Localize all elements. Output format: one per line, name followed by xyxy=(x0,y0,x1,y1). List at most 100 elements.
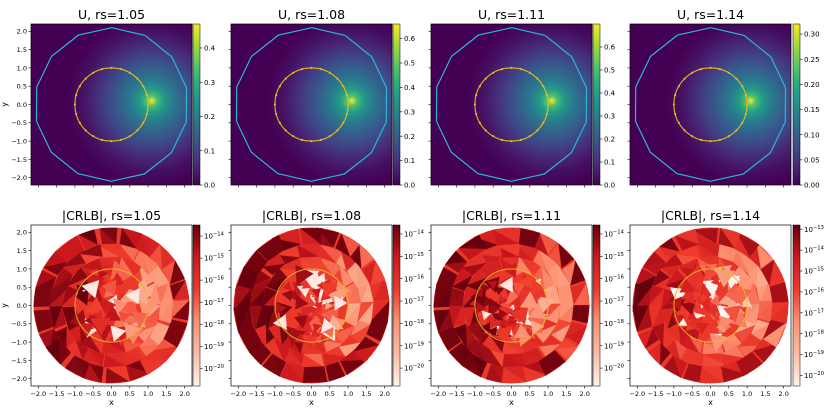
colorbar-tick-base: 10 xyxy=(404,298,413,306)
crlb-triangle xyxy=(636,305,653,333)
crlb-triangle xyxy=(296,244,319,258)
crlb-triangle xyxy=(521,347,545,359)
subplot: |CRLB|, rs=1.1110−1410−1510−1610−1710−18… xyxy=(428,208,625,407)
colorbar-tick-label: 0.3 xyxy=(204,79,215,87)
colorbar-tick-exponent: −16 xyxy=(213,276,224,282)
inner-circle-marker xyxy=(345,112,348,116)
subplot-title: |CRLB|, rs=1.11 xyxy=(462,208,561,223)
crlb-triangle xyxy=(150,244,163,270)
colorbar-tick-label: 10−20 xyxy=(404,364,424,373)
crlb-inner-triangle xyxy=(723,305,742,323)
crlb-triangle xyxy=(503,366,527,383)
crlb-triangle xyxy=(372,300,390,320)
inner-circle-marker xyxy=(145,112,148,116)
x-axis-label: x xyxy=(708,398,713,407)
colorbar-tick-label: 10−16 xyxy=(204,276,224,285)
inner-circle-marker xyxy=(519,68,523,71)
crlb-triangle xyxy=(660,264,684,276)
subplot-title: U, rs=1.11 xyxy=(478,7,545,22)
crlb-triangle xyxy=(701,366,724,383)
colorbar-tick-base: 10 xyxy=(404,231,413,239)
outer-boundary-polygon xyxy=(235,27,388,182)
y-tick-label: 1.0 xyxy=(17,265,27,273)
colorbar-tick-label: 10−18 xyxy=(604,319,624,328)
x-tick-label: −1.5 xyxy=(449,390,465,398)
colorbar-tick-label: 0.2 xyxy=(204,113,215,121)
subplot-title: U, rs=1.08 xyxy=(278,7,345,22)
inner-circle-marker xyxy=(709,139,712,143)
x-tick-label: 2.0 xyxy=(180,390,190,398)
crlb-triangle xyxy=(458,248,487,260)
crlb-inner-triangle xyxy=(120,297,140,315)
colorbar-tick-base: 10 xyxy=(604,342,613,350)
crlb-triangle xyxy=(538,350,566,362)
crlb-inner-triangle xyxy=(325,301,333,310)
crlb-triangle xyxy=(149,322,171,338)
inner-circle-marker xyxy=(78,85,81,88)
crlb-triangle xyxy=(470,352,488,378)
inner-circle-marker xyxy=(546,103,550,106)
outer-boundary-polygon xyxy=(634,27,787,182)
y-tick-label: −0.5 xyxy=(11,119,27,127)
colorbar-tick-label: 10−15 xyxy=(604,252,624,261)
crlb-inner-triangle xyxy=(334,295,348,311)
crlb-inner-triangle xyxy=(503,262,517,278)
y-tick-label: 0.5 xyxy=(17,284,27,292)
crlb-inner-triangle xyxy=(517,313,527,323)
colorbar-tick-label: 0.20 xyxy=(804,81,820,89)
colorbar-tick-label: 10−19 xyxy=(604,341,624,350)
crlb-triangle xyxy=(674,235,700,251)
crlb-inner-triangle xyxy=(718,315,734,331)
x-tick-label: 1.5 xyxy=(361,390,371,398)
inner-circle-marker xyxy=(319,68,323,71)
crlb-inner-triangle xyxy=(276,302,287,315)
colorbar-tick-exponent: −20 xyxy=(613,364,624,370)
colorbar-tick-base: 10 xyxy=(404,342,413,350)
colorbar-tick-base: 10 xyxy=(204,277,213,285)
crlb-inner-triangle xyxy=(703,303,719,319)
inner-circle-marker xyxy=(744,112,747,116)
colorbar-tick-base: 10 xyxy=(404,275,413,283)
inner-circle-marker xyxy=(128,135,131,138)
inner-circle-marker xyxy=(709,66,712,70)
crlb-triangle xyxy=(344,303,362,322)
inner-circle-marker xyxy=(78,121,81,124)
x-tick-label: −1.0 xyxy=(666,390,682,398)
inner-circle-marker xyxy=(145,93,148,97)
inner-circle-marker xyxy=(92,135,95,138)
colorbar-tick-base: 10 xyxy=(804,309,813,317)
inner-circle-marker xyxy=(484,77,487,80)
heatmap-field xyxy=(431,24,592,185)
crlb-inner-triangle xyxy=(715,268,736,288)
colorbar xyxy=(192,23,201,186)
inner-circle-marker xyxy=(699,138,703,141)
crlb-inner-triangle xyxy=(710,276,720,286)
inner-circle-marker xyxy=(510,139,513,143)
crlb-triangle xyxy=(78,234,99,250)
colorbar-tick-label: 0.3 xyxy=(604,113,615,121)
inner-circle-marker xyxy=(75,112,78,116)
crlb-inner-triangle xyxy=(125,288,140,305)
colorbar-tick-label: 10−18 xyxy=(204,320,224,329)
colorbar-tick-exponent: −16 xyxy=(613,274,624,280)
crlb-triangle xyxy=(335,233,351,258)
crlb-inner-triangle xyxy=(488,326,497,336)
inner-circle-marker xyxy=(100,138,104,141)
inner-circle-marker xyxy=(500,138,504,141)
x-tick-label: −1.0 xyxy=(267,390,283,398)
crlb-inner-triangle xyxy=(476,302,487,314)
y-tick-label: 1.0 xyxy=(17,64,27,72)
x-tick-label: −0.5 xyxy=(85,390,101,398)
plot-area xyxy=(231,24,392,185)
inner-circle-marker xyxy=(545,112,548,116)
crlb-inner-triangle xyxy=(690,279,704,293)
crlb-triangle xyxy=(272,353,287,378)
y-axis-label: y xyxy=(0,303,9,308)
colorbar-tick-label: 10−13 xyxy=(804,225,824,234)
inner-circle-marker xyxy=(545,93,548,97)
crlb-triangle xyxy=(698,244,719,258)
inner-circle-marker xyxy=(691,71,694,74)
crlb-triangle xyxy=(53,305,66,330)
crlb-inner-triangle xyxy=(684,292,696,305)
